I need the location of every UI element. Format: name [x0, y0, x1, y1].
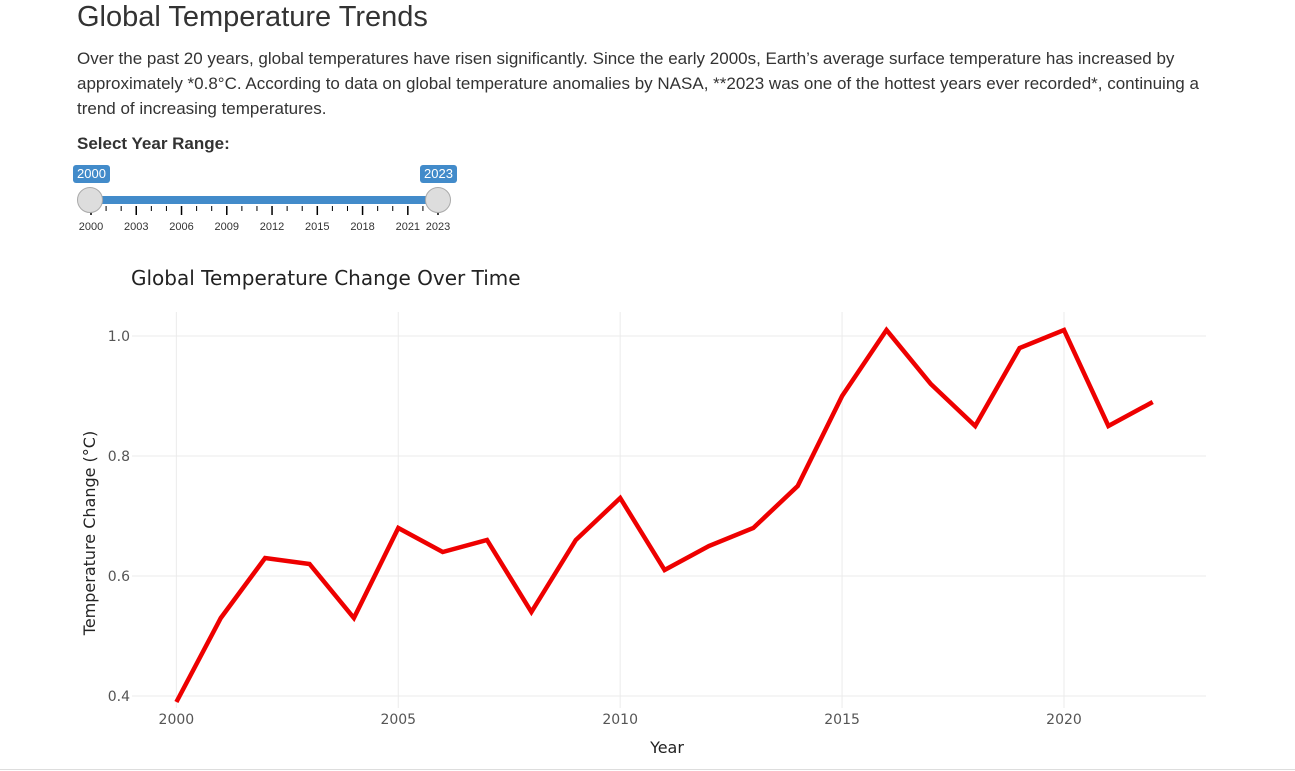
x-tick-label: 2015 — [824, 712, 860, 728]
year-range-slider[interactable]: 2000 2003 2006 2009 2012 2015 2018 2021 2023 200… — [70, 160, 465, 240]
slider-tick-label: 2003 — [124, 221, 148, 233]
slider-selected-range — [90, 196, 438, 204]
intro-paragraph: Over the past 20 years, global temperatu… — [77, 49, 1199, 118]
data-point[interactable] — [393, 523, 403, 533]
slider-tick-label: 2018 — [350, 221, 374, 233]
data-point[interactable] — [482, 535, 492, 545]
data-point[interactable] — [438, 547, 448, 557]
slider-ticks: 2000 2003 2006 2009 2012 2015 2018 2021 2023 — [79, 206, 450, 233]
data-point[interactable] — [793, 481, 803, 491]
slider-tick-label: 2012 — [260, 221, 284, 233]
slider-tick-label: 2021 — [396, 221, 420, 233]
x-axis-title: Year — [649, 738, 684, 757]
data-point[interactable] — [571, 535, 581, 545]
data-point[interactable] — [216, 613, 226, 623]
y-tick-label: 1.0 — [108, 329, 130, 345]
slider-tick-label: 2023 — [426, 221, 450, 233]
data-point[interactable] — [1103, 421, 1113, 431]
slider-tick-label: 2000 — [79, 221, 103, 233]
data-point[interactable] — [660, 565, 670, 575]
x-tick-label: 2020 — [1046, 712, 1082, 728]
temperature-series-line — [174, 326, 1154, 704]
chart-title: Global Temperature Change Over Time — [131, 266, 521, 290]
slider-from-handle[interactable] — [77, 187, 103, 213]
data-point[interactable] — [970, 421, 980, 431]
y-tick-label: 0.6 — [108, 569, 130, 585]
data-point[interactable] — [615, 493, 625, 503]
x-tick-label: 2010 — [602, 712, 638, 728]
y-axis-title: Temperature Change (°C) — [80, 431, 99, 636]
slider-from-badge: 2000 — [73, 165, 110, 183]
data-point[interactable] — [305, 559, 315, 569]
temperature-line-chart: Global Temperature Change Over Time 2000 2… — [80, 266, 1206, 757]
slider-tick-label: 2015 — [305, 221, 329, 233]
page-title: Global Temperature Trends — [77, 1, 428, 33]
data-point[interactable] — [704, 541, 714, 551]
data-point[interactable] — [1015, 343, 1025, 353]
year-range-label: Select Year Range: — [77, 134, 230, 153]
data-point[interactable] — [1059, 325, 1069, 335]
data-point[interactable] — [349, 613, 359, 623]
data-point[interactable] — [526, 607, 536, 617]
y-tick-label: 0.8 — [108, 449, 130, 465]
page-bottom-rule — [0, 769, 1295, 770]
slider-tick-label: 2009 — [215, 221, 239, 233]
data-point[interactable] — [171, 697, 181, 707]
data-point[interactable] — [260, 553, 270, 563]
slider-to-handle[interactable] — [425, 187, 451, 213]
data-point[interactable] — [1148, 397, 1158, 407]
data-point[interactable] — [926, 379, 936, 389]
data-point[interactable] — [748, 523, 758, 533]
data-point[interactable] — [881, 325, 891, 335]
y-tick-label: 0.4 — [108, 689, 130, 705]
data-point[interactable] — [837, 391, 847, 401]
x-tick-label: 2000 — [159, 712, 195, 728]
slider-to-badge: 2023 — [420, 165, 457, 183]
x-tick-label: 2005 — [380, 712, 416, 728]
slider-tick-label: 2006 — [169, 221, 193, 233]
